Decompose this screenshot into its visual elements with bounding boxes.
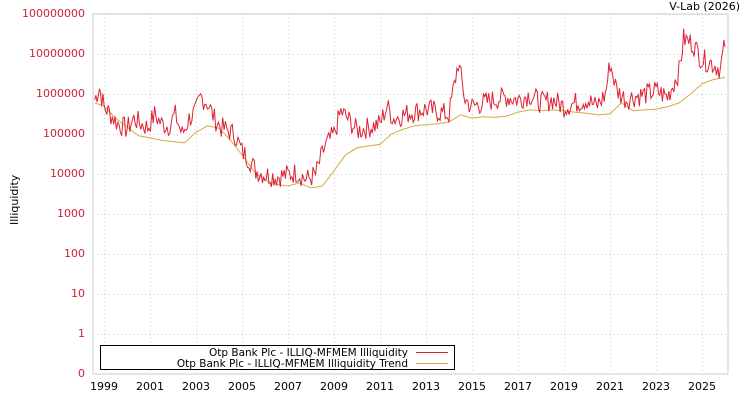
trend-line — [94, 76, 726, 189]
legend-label: Otp Bank Plc - ILLIQ-MFMEM Illiquidity — [208, 346, 408, 359]
y-axis-label: Illiquidity — [8, 174, 21, 225]
x-tick-label: 2019 — [550, 380, 578, 393]
x-tick-label: 2007 — [274, 380, 302, 393]
x-tick-label: 2013 — [412, 380, 440, 393]
x-tick-label: 2011 — [366, 380, 394, 393]
y-tick-label: 100000 — [43, 127, 85, 140]
y-tick-label: 1000 — [57, 207, 85, 220]
y-tick-label: 1000000 — [36, 87, 85, 100]
x-tick-label: 2021 — [596, 380, 624, 393]
x-tick-label: 2023 — [642, 380, 670, 393]
x-tick-label: 1999 — [90, 380, 118, 393]
source-label: V-Lab (2026) — [669, 0, 740, 13]
x-tick-label: 2015 — [458, 380, 486, 393]
x-tick-label: 2003 — [182, 380, 210, 393]
illiquidity-line — [94, 28, 726, 187]
x-tick-label: 2009 — [320, 380, 348, 393]
legend-label: Otp Bank Plc - ILLIQ-MFMEM Illiquidity T… — [176, 357, 408, 370]
y-tick-label: 0 — [78, 367, 85, 380]
grid-lines — [93, 14, 728, 374]
x-tick-label: 2001 — [136, 380, 164, 393]
y-tick-label: 10000000 — [29, 47, 85, 60]
plot-area — [92, 13, 729, 375]
y-tick-label: 10000 — [50, 167, 85, 180]
x-tick-label: 2025 — [688, 380, 716, 393]
legend-swatch-red — [416, 352, 448, 353]
legend-item-trend: Otp Bank Plc - ILLIQ-MFMEM Illiquidity T… — [176, 357, 448, 370]
legend-item-illiquidity: Otp Bank Plc - ILLIQ-MFMEM Illiquidity — [208, 346, 448, 359]
y-tick-label: 100 — [64, 247, 85, 260]
legend: Otp Bank Plc - ILLIQ-MFMEM Illiquidity O… — [100, 345, 455, 370]
legend-swatch-gold — [416, 363, 448, 364]
x-tick-label: 2005 — [228, 380, 256, 393]
y-tick-label: 100000000 — [22, 7, 85, 20]
x-tick-label: 2017 — [504, 380, 532, 393]
y-tick-label: 1 — [78, 327, 85, 340]
y-tick-label: 10 — [71, 287, 85, 300]
